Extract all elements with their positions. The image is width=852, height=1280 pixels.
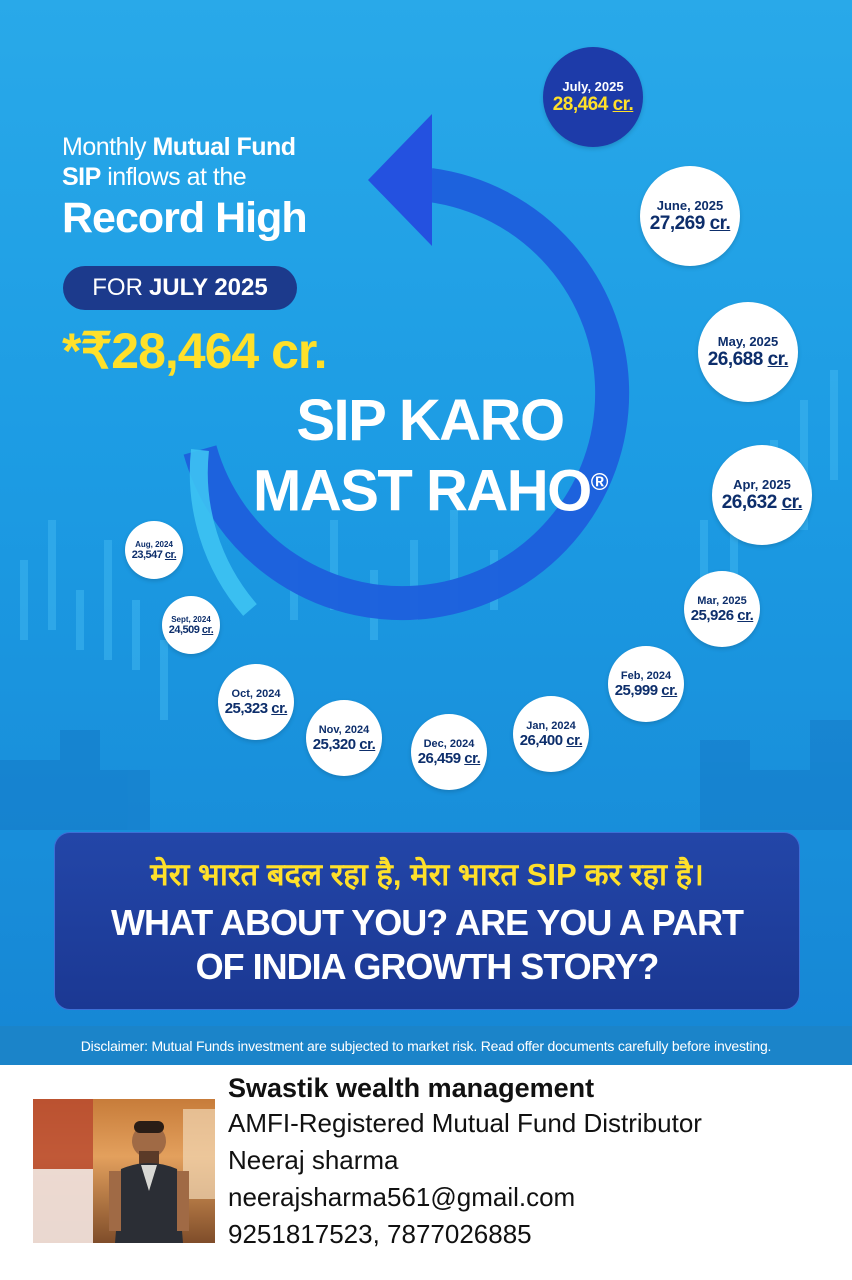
phone-numbers[interactable]: 9251817523, 7877026885 bbox=[228, 1219, 532, 1249]
bubble-value: 26,400 cr. bbox=[519, 731, 583, 749]
banner-english-line1: WHAT ABOUT YOU? ARE YOU A PART bbox=[111, 902, 744, 943]
timeline-bubble: June, 2025 27,269 cr. bbox=[640, 166, 740, 266]
distributor-details: Swastik wealth management AMFI-Registere… bbox=[228, 1071, 702, 1253]
bubble-month: Jan, 2024 bbox=[526, 719, 576, 732]
bubble-month: Apr, 2025 bbox=[733, 476, 791, 492]
headline-line1-bold: Mutual Fund bbox=[152, 133, 296, 161]
timeline-bubble: Sept, 2024 24,509 cr. bbox=[162, 596, 220, 654]
slogan-line2: MAST RAHO bbox=[253, 458, 592, 524]
headline-record-high: Record High bbox=[62, 194, 308, 242]
bubble-unit: cr. bbox=[661, 681, 678, 699]
background-graphics bbox=[0, 114, 852, 830]
period-pill-pre: FOR bbox=[92, 274, 143, 301]
growth-arrow bbox=[183, 168, 630, 621]
timeline-bubble: May, 2025 26,688 cr. bbox=[698, 302, 798, 402]
bubble-unit: cr. bbox=[709, 212, 731, 234]
distributor-photo bbox=[33, 1099, 215, 1243]
timeline-bubble: Dec, 2024 26,459 cr. bbox=[411, 714, 487, 790]
bubble-value: 25,926 cr. bbox=[690, 606, 754, 624]
email-link[interactable]: neerajsharma561@gmail.com bbox=[228, 1182, 576, 1212]
bubble-unit: cr. bbox=[737, 606, 754, 624]
period-pill-month: JULY 2025 bbox=[148, 274, 268, 301]
bubble-value: 26,632 cr. bbox=[721, 491, 803, 513]
timeline-bubble: Jan, 2024 26,400 cr. bbox=[513, 696, 589, 772]
bubble-unit: cr. bbox=[767, 348, 789, 370]
bubble-month: May, 2025 bbox=[717, 333, 779, 349]
bubble-value: 26,459 cr. bbox=[417, 749, 481, 767]
distributor-card: Swastik wealth management AMFI-Registere… bbox=[0, 1065, 852, 1280]
bubble-month: June, 2025 bbox=[656, 197, 724, 213]
slogan: SIP KARO MAST RAHO® bbox=[200, 390, 660, 522]
bubble-value: 28,464 cr. bbox=[552, 93, 634, 115]
bubble-value: 25,999 cr. bbox=[614, 681, 678, 699]
headline-line2-bold: SIP bbox=[62, 163, 101, 191]
bubble-month: Oct, 2024 bbox=[231, 687, 281, 700]
bubble-month: Nov, 2024 bbox=[318, 723, 370, 736]
firm-name: Swastik wealth management bbox=[228, 1073, 595, 1103]
timeline-bubble: Aug, 2024 23,547 cr. bbox=[125, 521, 183, 579]
timeline-bubble: Mar, 2025 25,926 cr. bbox=[684, 571, 760, 647]
banner-english-line2: OF INDIA GROWTH STORY? bbox=[195, 946, 660, 987]
person-photo-icon bbox=[33, 1099, 215, 1243]
timeline-bubble: Feb, 2024 25,999 cr. bbox=[608, 646, 684, 722]
disclaimer-bar: Disclaimer: Mutual Funds investment are … bbox=[0, 1026, 852, 1065]
timeline-bubble: Oct, 2024 25,323 cr. bbox=[218, 664, 294, 740]
bubble-unit: cr. bbox=[201, 623, 214, 636]
bubble-unit: cr. bbox=[359, 735, 376, 753]
poster: Monthly Mutual Fund SIP inflows at the R… bbox=[0, 0, 852, 1065]
timeline-bubble: Apr, 2025 26,632 cr. bbox=[712, 445, 812, 545]
bubble-value: 26,688 cr. bbox=[707, 348, 789, 370]
period-pill: FOR JULY 2025 bbox=[63, 266, 297, 310]
headline-line2-post: inflows at the bbox=[100, 163, 247, 191]
slogan-line1: SIP KARO bbox=[296, 388, 565, 453]
bubble-unit: cr. bbox=[612, 93, 634, 115]
bubble-value: 23,547 cr. bbox=[131, 548, 177, 561]
bubble-month: Dec, 2024 bbox=[423, 737, 475, 750]
bubble-unit: cr. bbox=[164, 548, 177, 561]
bubble-value: 25,320 cr. bbox=[312, 735, 376, 753]
bubble-month: Sept, 2024 bbox=[171, 614, 211, 624]
bubble-unit: cr. bbox=[781, 491, 803, 513]
call-to-action-banner: मेरा भारत बदल रहा है, मेरा भारत SIP कर र… bbox=[54, 832, 800, 1010]
distributor-name: Neeraj sharma bbox=[228, 1145, 399, 1175]
bubble-month: Mar, 2025 bbox=[697, 594, 747, 607]
bubble-month: Aug, 2024 bbox=[135, 539, 173, 549]
bubble-unit: cr. bbox=[271, 699, 288, 717]
headline-amount: *₹28,464 cr. bbox=[62, 323, 327, 379]
registered-mark: ® bbox=[590, 469, 609, 496]
bubble-unit: cr. bbox=[464, 749, 481, 767]
arrow-head bbox=[368, 114, 432, 246]
timeline-bubble: July, 2025 28,464 cr. bbox=[543, 47, 643, 147]
banner-hindi-text: मेरा भारत बदल रहा है, मेरा भारत SIP कर र… bbox=[150, 857, 704, 892]
headline: Monthly Mutual Fund SIP inflows at the R… bbox=[62, 132, 308, 244]
bubble-unit: cr. bbox=[566, 731, 583, 749]
timeline-bubble: Nov, 2024 25,320 cr. bbox=[306, 700, 382, 776]
bubble-month: July, 2025 bbox=[562, 78, 624, 94]
growth-arrow-fade bbox=[189, 449, 257, 616]
bubble-value: 24,509 cr. bbox=[168, 623, 214, 636]
headline-line1-pre: Monthly bbox=[62, 133, 153, 161]
registration-text: AMFI-Registered Mutual Fund Distributor bbox=[228, 1108, 702, 1138]
skyline-decoration bbox=[0, 720, 852, 830]
bubble-value: 25,323 cr. bbox=[224, 699, 288, 717]
bubble-value: 27,269 cr. bbox=[649, 212, 731, 234]
bubble-month: Feb, 2024 bbox=[620, 669, 672, 682]
